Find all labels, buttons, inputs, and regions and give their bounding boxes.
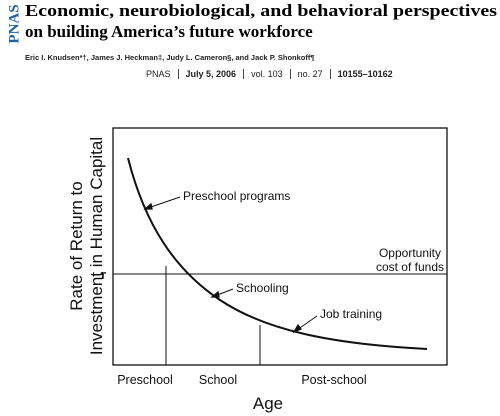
journal-item: July 5, 2006 (177, 69, 244, 79)
plot-frame (112, 127, 448, 366)
period-label: Preschool (117, 373, 173, 387)
arrow-head (292, 323, 303, 334)
title-line: on building America’s future workforce (25, 22, 313, 41)
journal-item: PNAS (146, 69, 171, 79)
cost-label: cost of funds (376, 260, 444, 274)
y-axis-label: Rate of Return to (67, 181, 86, 310)
figure-text: Rate of Return to Investment in Human Ca… (67, 137, 444, 413)
curve-label: Schooling (236, 281, 289, 295)
figure (112, 127, 448, 366)
logo: PNAS (6, 4, 22, 43)
journal-line: PNAS July 5, 2006 vol. 103 no. 27 10155–1016… (139, 69, 400, 79)
arrow-head (210, 290, 220, 298)
curve-label: Job training (320, 307, 382, 321)
y-axis-label: Investment in Human Capital (87, 137, 106, 355)
period-label: Post-school (301, 373, 366, 387)
journal-item: vol. 103 (243, 69, 290, 79)
title-line: Economic, neurobiological, and behaviora… (25, 1, 497, 20)
arrow-head (143, 202, 153, 210)
period-label: School (199, 373, 237, 387)
cost-label: Opportunity (379, 246, 441, 260)
journal-item: no. 27 (289, 69, 330, 79)
authors: Eric I. Knudsen*†, James J. Heckman‡, Ju… (25, 53, 315, 62)
r-label: r (101, 267, 106, 282)
x-axis-label: Age (253, 394, 283, 413)
return-curve (127, 157, 428, 350)
curve-label: Preschool programs (183, 189, 290, 203)
journal-item: 10155–10162 (329, 69, 400, 79)
